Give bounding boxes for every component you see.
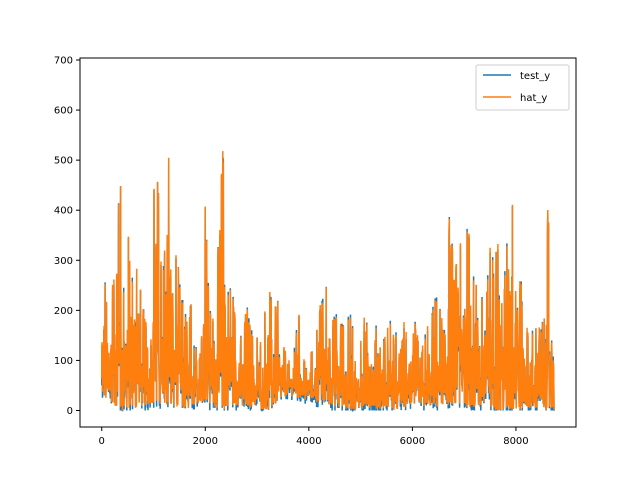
series-layer <box>100 151 556 412</box>
y-tick-label: 500 <box>54 156 73 167</box>
legend-frame <box>475 64 570 111</box>
y-tick-label: 300 <box>54 256 73 267</box>
y-tick-label: 700 <box>54 56 73 67</box>
y-tick-label: 0 <box>67 406 73 417</box>
series-line-hat-y <box>100 151 556 411</box>
y-tick-label: 200 <box>54 306 73 317</box>
y-tick-label: 400 <box>54 206 73 217</box>
x-tick-label: 0 <box>99 436 105 447</box>
x-tick-label: 2000 <box>193 436 218 447</box>
y-tick-label: 600 <box>54 106 73 117</box>
legend: test_y hat_y <box>475 64 570 111</box>
legend-label-hat-y: hat_y <box>520 93 547 104</box>
x-tick-label: 8000 <box>503 436 528 447</box>
legend-label-test-y: test_y <box>520 71 550 82</box>
x-tick-label: 6000 <box>400 436 425 447</box>
plot-frame <box>79 57 577 428</box>
axes-layer: 0 2000 4000 6000 8000 0 100 200 300 400 500 600 700 <box>54 56 577 447</box>
y-tick-label: 100 <box>54 356 73 367</box>
x-tick-label: 4000 <box>296 436 321 447</box>
